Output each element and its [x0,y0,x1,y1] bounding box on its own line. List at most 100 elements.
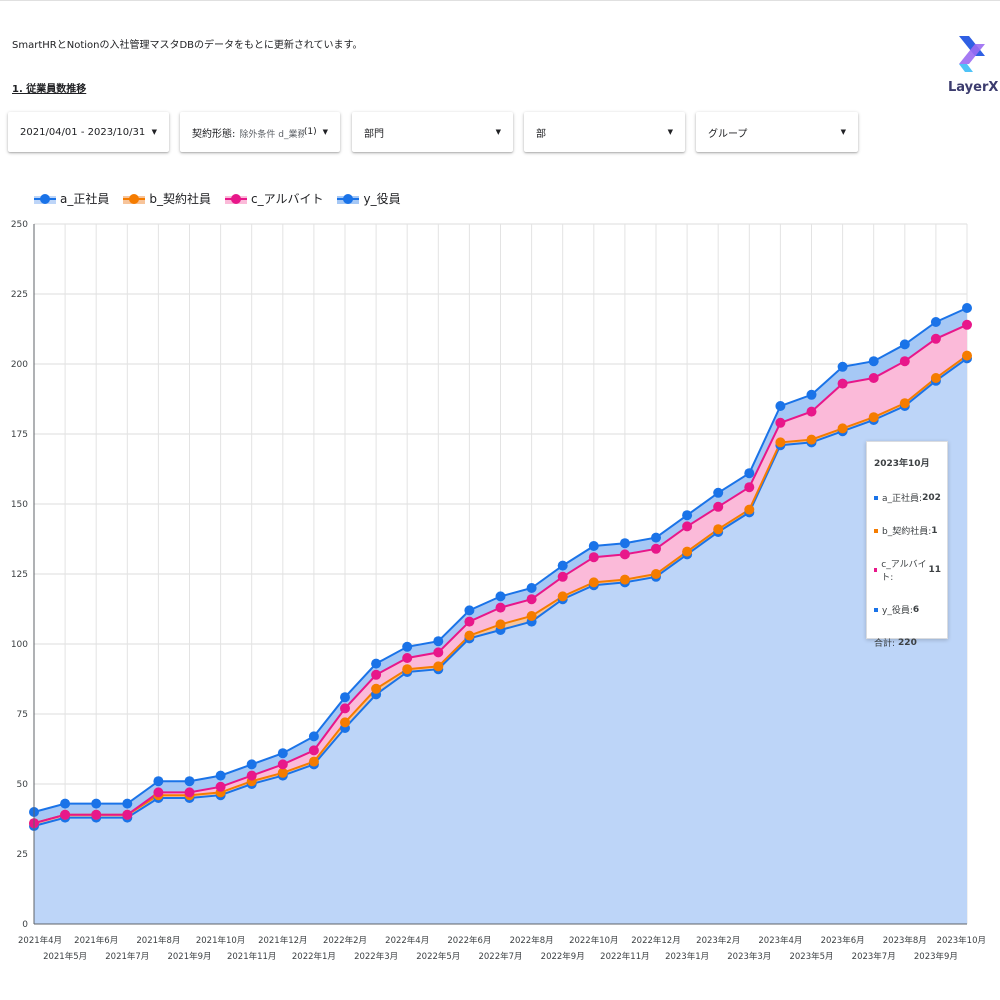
tooltip-row-value: 6 [912,604,920,615]
x-tick-label: 2022年8月 [510,935,554,946]
tooltip-series-marker-icon [874,607,878,612]
data-point-c_アルバイト [868,373,879,383]
x-tick-label: 2021年8月 [136,935,180,946]
data-point-c_アルバイト [962,319,972,330]
data-point-y_役員 [153,776,164,787]
data-point-y_役員 [806,389,817,400]
legend-item[interactable]: a_正社員 [34,190,109,207]
data-point-y_役員 [91,798,102,809]
data-point-y_役員 [837,361,848,372]
legend-item[interactable]: c_アルバイト [224,190,324,207]
employee-count-chart: 0 25 50 75 100 125 150 175 200 225 250 2021年4月 2021年… [11,220,986,962]
data-point-c_アルバイト [806,406,817,417]
dropdown-caret-icon: ▼ [322,128,328,136]
data-point-y_役員 [651,532,661,543]
data-point-c_アルバイト [588,552,599,563]
data-point-y_役員 [433,636,444,647]
group-filter[interactable]: グループ ▼ [696,112,858,152]
data-point-y_役員 [930,317,941,327]
data-point-b_契約社員 [433,661,444,672]
tooltip-total-value: 220 [898,637,917,648]
x-tick-label: 2022年1月 [292,951,336,962]
data-point-y_役員 [619,538,630,549]
x-tick-label: 2022年5月 [416,951,460,962]
data-point-y_役員 [495,591,506,602]
legend-item[interactable]: y_役員 [337,190,401,207]
data-point-c_アルバイト [713,501,724,512]
legend-label: b_契約社員 [149,192,211,206]
tooltip-row-value: 1 [931,525,938,536]
data-point-y_役員 [277,748,288,759]
data-point-b_契約社員 [962,350,972,361]
x-tick-label: 2022年6月 [447,935,491,946]
x-tick-label: 2022年2月 [323,935,367,946]
legend-marker-icon [224,193,247,204]
data-point-b_契約社員 [713,524,724,535]
chart-legend: a_正社員 b_契約社員 c_アルバイト y_役員 [34,190,415,207]
x-tick-label: 2023年8月 [883,935,927,946]
data-point-c_アルバイト [184,787,195,798]
data-point-y_役員 [340,692,350,703]
data-point-b_契約社員 [682,546,693,557]
data-point-b_契約社員 [277,767,288,778]
x-tick-label: 2023年10月 [937,935,986,946]
data-point-c_アルバイト [340,703,350,714]
data-point-b_契約社員 [619,574,630,585]
data-point-b_契約社員 [806,434,817,445]
data-point-b_契約社員 [557,591,568,602]
y-tick-label: 225 [11,290,28,300]
x-tick-label: 2022年11月 [600,951,649,962]
division-label: 部 [536,128,546,140]
x-tick-label: 2022年10月 [569,935,618,946]
group-label: グループ [708,128,748,140]
dropdown-caret-icon: ▼ [840,128,846,136]
tooltip-row-value: 202 [922,492,941,503]
data-point-c_アルバイト [246,770,257,781]
x-tick-label: 2023年2月 [696,935,740,946]
contract-type-exclusion: 除外条件 d_業務委託 [239,129,304,140]
x-tick-label: 2021年5月 [43,951,87,962]
data-point-b_契約社員 [651,569,661,579]
tooltip-row-label: c_アルバイト: [881,560,927,583]
data-point-y_役員 [464,605,475,616]
x-tick-label: 2023年1月 [665,951,709,962]
x-tick-label: 2023年9月 [914,951,958,962]
data-point-b_契約社員 [495,619,506,630]
data-point-c_アルバイト [433,647,444,658]
dropdown-caret-icon: ▼ [667,128,673,136]
legend-item[interactable]: b_契約社員 [123,190,211,207]
data-point-b_契約社員 [899,398,910,409]
x-tick-label: 2023年7月 [852,951,896,962]
department-filter[interactable]: 部門 ▼ [352,112,513,152]
data-point-c_アルバイト [526,594,537,605]
data-point-y_役員 [775,401,786,411]
x-tick-label: 2021年12月 [258,935,307,946]
legend-label: y_役員 [363,192,401,206]
top-divider [0,0,1000,1]
data-point-b_契約社員 [744,504,755,515]
section-title: 1. 従業員数推移 [12,84,87,95]
x-tick-label: 2021年11月 [227,951,276,962]
contract-type-filter[interactable]: 契約形態:除外条件 d_業務委託 (1) ▼ [180,112,340,152]
tooltip-rows: a_正社員: 202 b_契約社員: 1 c_アルバイト: 11 y_役員: 6 [874,491,941,616]
legend-label: c_アルバイト [250,192,324,206]
data-point-y_役員 [184,776,195,787]
data-point-b_契約社員 [868,412,879,423]
date-range-filter[interactable]: 2021/04/01 - 2023/10/31 ▼ [8,112,169,152]
x-tick-label: 2022年9月 [541,951,585,962]
x-tick-label: 2023年3月 [727,951,771,962]
data-point-b_契約社員 [588,577,599,588]
division-filter[interactable]: 部 ▼ [524,112,685,152]
legend-marker-icon [123,193,146,204]
series-area-a_正社員 [34,358,967,924]
x-tick-label: 2022年4月 [385,935,429,946]
data-point-b_契約社員 [526,611,537,621]
data-point-y_役員 [122,798,133,809]
y-tick-label: 75 [17,710,28,720]
data-point-y_役員 [588,541,599,551]
data-point-c_アルバイト [60,809,71,820]
tooltip-total-label: 合計: [874,639,896,649]
x-tick-label: 2021年10月 [196,935,245,946]
data-point-c_アルバイト [215,781,226,792]
x-tick-label: 2023年4月 [758,935,802,946]
